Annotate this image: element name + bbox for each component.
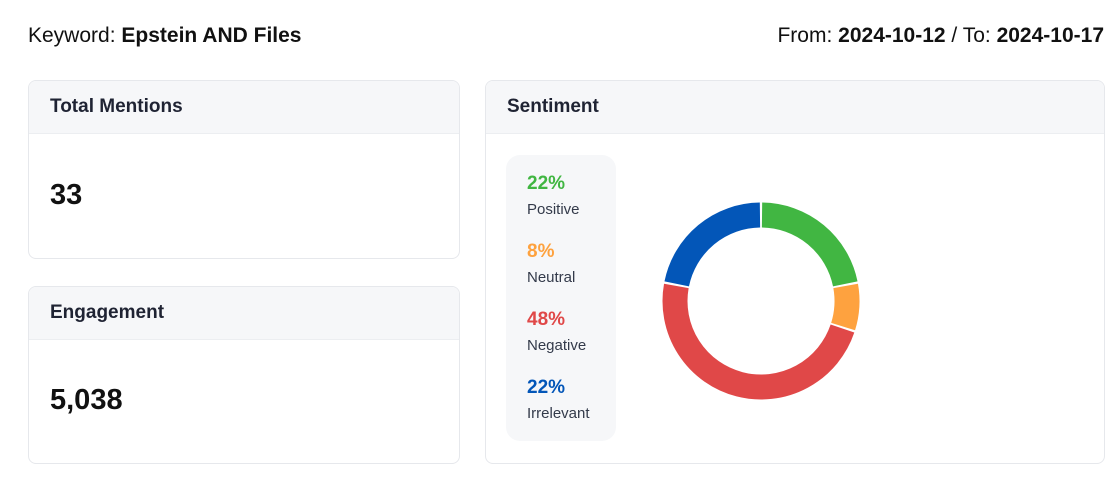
from-date: 2024-10-12 (838, 24, 946, 47)
engagement-card: Engagement 5,038 (28, 286, 460, 464)
engagement-value: 5,038 (50, 384, 123, 416)
from-label: From: (777, 24, 833, 47)
sentiment-legend: 22% Positive 8% Neutral 48% Negative 22% Irrele… (506, 155, 616, 441)
legend-item-neutral: 8% Neutral (527, 241, 575, 286)
donut-slice-irrelevant (664, 202, 761, 287)
legend-label: Positive (527, 201, 580, 218)
keyword-value: Epstein AND Files (121, 24, 302, 47)
legend-percent: 22% (527, 377, 566, 398)
donut-slice-neutral (831, 283, 860, 331)
legend-percent: 22% (527, 173, 566, 194)
donut-slice-negative (662, 283, 855, 400)
keyword-label: Keyword: (28, 24, 116, 47)
legend-item-negative: 48% Negative (527, 309, 586, 354)
sentiment-card: Sentiment 22% Positive 8% Neutral 48% Negativ… (485, 80, 1105, 464)
legend-item-irrelevant: 22% Irrelevant (527, 377, 590, 422)
to-date: 2024-10-17 (996, 24, 1104, 47)
mentions-value: 33 (50, 179, 83, 211)
legend-percent: 8% (527, 241, 555, 262)
legend-percent: 48% (527, 309, 566, 330)
card-title: Sentiment (486, 81, 1104, 134)
legend-label: Irrelevant (527, 405, 590, 422)
keyword-display: Keyword: Epstein AND Files (28, 24, 301, 48)
to-label: / To: (951, 24, 991, 47)
card-title: Total Mentions (29, 81, 459, 134)
sentiment-donut-chart (662, 202, 860, 400)
total-mentions-card: Total Mentions 33 (28, 80, 460, 259)
legend-label: Neutral (527, 269, 576, 286)
donut-slice-positive (761, 202, 858, 287)
card-title: Engagement (29, 287, 459, 340)
date-range: From: 2024-10-12 / To: 2024-10-17 (777, 24, 1104, 48)
legend-label: Negative (527, 337, 587, 354)
legend-item-positive: 22% Positive (527, 173, 580, 218)
